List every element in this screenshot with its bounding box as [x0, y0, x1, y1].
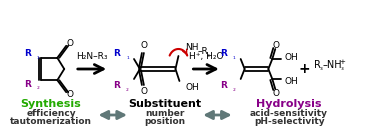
- Text: position: position: [144, 116, 185, 125]
- Text: ₂: ₂: [233, 86, 235, 92]
- Text: OH: OH: [284, 53, 298, 61]
- Text: O: O: [273, 40, 280, 50]
- Text: –R: –R: [197, 47, 208, 56]
- Text: O: O: [140, 42, 147, 50]
- Text: R: R: [24, 49, 31, 58]
- Text: ₂: ₂: [126, 86, 129, 92]
- Text: O: O: [140, 88, 147, 97]
- Text: +: +: [298, 62, 310, 76]
- Text: R: R: [24, 80, 31, 89]
- Text: R: R: [220, 48, 227, 58]
- Text: efficiency: efficiency: [26, 108, 76, 118]
- Text: –NH: –NH: [323, 60, 342, 70]
- Text: ₂: ₂: [37, 84, 40, 90]
- Text: ₃: ₃: [320, 65, 322, 71]
- Text: NH: NH: [185, 42, 199, 51]
- Text: pH-selectivity: pH-selectivity: [254, 116, 324, 125]
- Text: Substituent: Substituent: [128, 99, 201, 109]
- Text: +: +: [339, 59, 345, 65]
- Text: ₁: ₁: [37, 54, 40, 60]
- Text: ₃: ₃: [207, 52, 210, 58]
- Text: ₁: ₁: [126, 54, 129, 60]
- Text: R: R: [314, 60, 321, 70]
- Text: H⁺, H₂O: H⁺, H₂O: [189, 52, 223, 61]
- Text: ₃: ₃: [341, 65, 343, 71]
- Text: O: O: [67, 39, 74, 48]
- Text: ₁: ₁: [233, 54, 235, 60]
- Text: R: R: [220, 81, 227, 89]
- Text: acid-sensitivity: acid-sensitivity: [250, 108, 328, 118]
- Text: Synthesis: Synthesis: [21, 99, 81, 109]
- Text: O: O: [273, 89, 280, 97]
- Text: OH: OH: [284, 77, 298, 86]
- Text: R: R: [113, 48, 120, 58]
- Text: tautomerization: tautomerization: [10, 116, 92, 125]
- Text: R: R: [113, 81, 120, 89]
- Text: H₂N–R₃: H₂N–R₃: [76, 52, 107, 61]
- Text: OH: OH: [185, 83, 199, 91]
- Text: O: O: [67, 90, 74, 99]
- Text: number: number: [145, 108, 184, 118]
- Text: Hydrolysis: Hydrolysis: [256, 99, 322, 109]
